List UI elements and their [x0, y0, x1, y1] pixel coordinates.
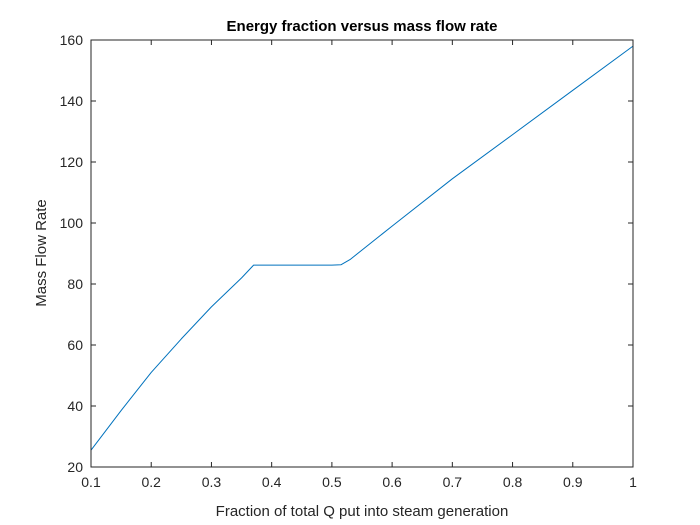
x-tick-label: 0.5 [322, 474, 342, 490]
y-tick-label: 60 [67, 337, 83, 353]
y-tick-label: 100 [60, 215, 84, 231]
axes-box [90, 39, 634, 468]
x-tick-label: 0.4 [262, 474, 282, 490]
x-tick-label: 0.1 [81, 474, 101, 490]
y-tick-label: 40 [67, 398, 83, 414]
y-tick-label: 120 [60, 154, 84, 170]
chart-title: Energy fraction versus mass flow rate [227, 18, 498, 35]
y-tick-label: 80 [67, 276, 83, 292]
x-tick-label: 0.3 [202, 474, 222, 490]
x-tick-label: 0.9 [563, 474, 583, 490]
series-line [90, 45, 634, 451]
x-tick-label: 1 [629, 474, 637, 490]
tick-labels: 0.1 0.2 0.3 0.4 0.5 0.6 0.7 0.8 0.9 1204060801001… [60, 32, 637, 490]
y-tick-label: 160 [60, 32, 84, 48]
y-axis-label: Mass Flow Rate [33, 199, 50, 307]
x-tick-label: 0.6 [382, 474, 402, 490]
plot-area [91, 40, 633, 467]
y-tick-label: 20 [67, 459, 83, 475]
x-tick-label: 0.8 [503, 474, 523, 490]
x-tick-label: 0.2 [141, 474, 161, 490]
x-tick-label: 0.7 [443, 474, 463, 490]
x-axis-label: Fraction of total Q put into steam gener… [216, 503, 509, 520]
series-group [90, 45, 634, 451]
y-tick-label: 140 [60, 93, 84, 109]
